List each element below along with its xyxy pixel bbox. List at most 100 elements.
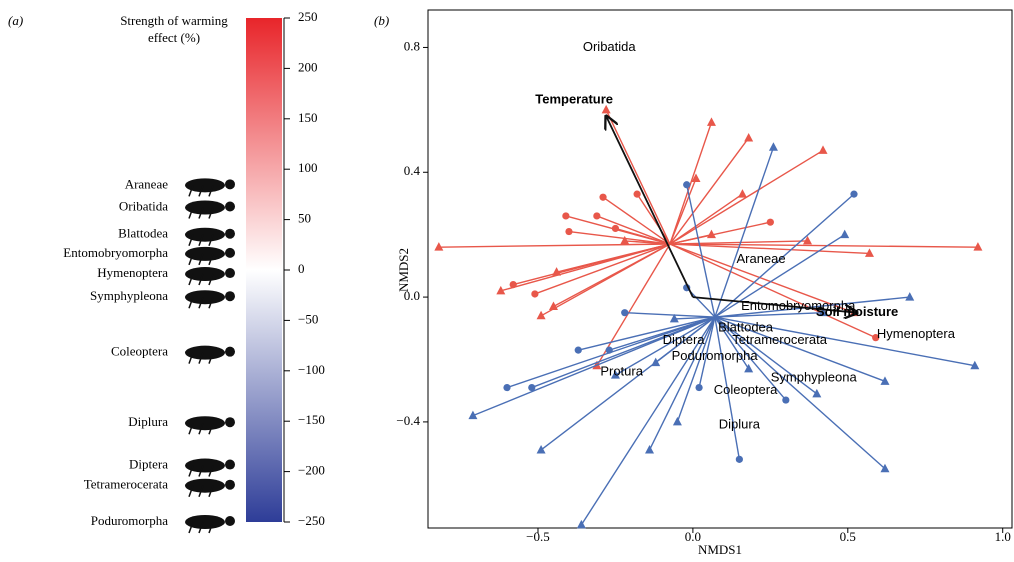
point [528, 383, 536, 392]
silhouette-leg [188, 521, 194, 534]
species-label: Oribatida [583, 39, 637, 54]
spider-line [669, 122, 713, 245]
point [737, 189, 747, 198]
point [610, 370, 620, 379]
spider-line [714, 234, 846, 318]
env-vector [692, 296, 857, 313]
point [864, 248, 874, 257]
silhouette-body [185, 416, 225, 431]
spider-line [674, 316, 715, 320]
silhouette-leg [198, 465, 204, 477]
point [818, 145, 828, 154]
silhouette-leg [208, 296, 214, 309]
y-tick-label: 250 [298, 9, 318, 24]
spider-line [669, 221, 771, 245]
spider-line [669, 243, 855, 314]
env-vector [606, 116, 694, 298]
colorbar [246, 18, 282, 522]
taxon-silhouette [185, 345, 235, 364]
point [574, 346, 582, 354]
spider-line [624, 311, 715, 318]
silhouette-leg [188, 422, 194, 435]
point [599, 193, 607, 201]
spider-line [669, 243, 876, 339]
silhouette-head [225, 346, 235, 357]
species-label: Poduromorpha [672, 348, 759, 363]
spider-line [714, 316, 787, 401]
spider-line [676, 316, 716, 423]
taxon-label: Blattodea [118, 226, 168, 241]
point [782, 396, 790, 404]
y-tick-label: −250 [298, 513, 325, 528]
spider-line [669, 193, 743, 245]
silhouette-leg [208, 253, 214, 266]
panel-label: (b) [374, 13, 389, 28]
silhouette-body [185, 227, 225, 242]
y-tick-label: −150 [298, 412, 325, 427]
y-tick-label: −0.4 [396, 413, 420, 428]
point [536, 310, 546, 320]
silhouette-leg [208, 352, 214, 364]
taxon-silhouette [185, 200, 235, 219]
y-tick-label: 0.0 [404, 288, 420, 303]
silhouette-head [225, 179, 235, 190]
silhouette-leg [198, 185, 204, 197]
silhouette-leg [198, 253, 204, 266]
silhouette-leg [198, 422, 204, 435]
species-label: Protura [600, 363, 643, 378]
silhouette-leg [198, 521, 204, 534]
vector-label: Temperature [535, 92, 613, 107]
spider-line [568, 230, 671, 245]
spider-line [714, 316, 750, 370]
species-label: Coleoptera [714, 382, 778, 397]
species-label: Araneae [736, 251, 785, 266]
silhouette-leg [208, 273, 214, 286]
silhouette-leg [198, 485, 204, 497]
species-label: Diptera [663, 332, 706, 347]
taxon-silhouette [185, 290, 235, 309]
point [872, 334, 880, 342]
spider-line [655, 316, 716, 364]
spider-line [714, 147, 775, 318]
species-label: Entomobryomorpha [741, 298, 856, 313]
point [552, 267, 562, 276]
spider-line [605, 109, 671, 245]
silhouette-leg [188, 465, 194, 477]
spider-line [714, 316, 975, 367]
silhouette-leg [208, 234, 214, 246]
point [818, 307, 828, 317]
point [669, 313, 679, 323]
point [633, 190, 641, 198]
y-tick-label: −100 [298, 362, 325, 377]
spider-line [553, 243, 671, 308]
silhouette-body [185, 345, 225, 360]
silhouette-body [185, 246, 225, 261]
silhouette-leg [188, 253, 194, 266]
spider-line [534, 243, 671, 295]
spider-line [636, 193, 671, 245]
point [880, 463, 890, 473]
taxon-label: Hymenoptera [97, 265, 168, 280]
point [812, 388, 822, 398]
panel-label: (a) [8, 13, 23, 28]
silhouette-leg [208, 422, 214, 435]
spider-line [580, 316, 716, 526]
spider-line [714, 311, 824, 318]
silhouette-leg [198, 352, 204, 364]
point [620, 235, 630, 245]
vector-label: Soil moisture [816, 304, 898, 319]
point [562, 212, 570, 220]
y-tick-label: 50 [298, 211, 311, 226]
spider-line [669, 243, 978, 248]
silhouette-leg [188, 185, 194, 197]
spider-line [669, 178, 697, 245]
silhouette-body [185, 178, 225, 193]
y-tick-label: 150 [298, 110, 318, 125]
spider-line [669, 137, 750, 245]
y-tick-label: 0 [298, 261, 305, 276]
point [691, 173, 701, 183]
y-tick-label: 100 [298, 160, 318, 175]
spider-line [686, 184, 716, 318]
spider-line [714, 193, 855, 318]
point [672, 416, 682, 426]
